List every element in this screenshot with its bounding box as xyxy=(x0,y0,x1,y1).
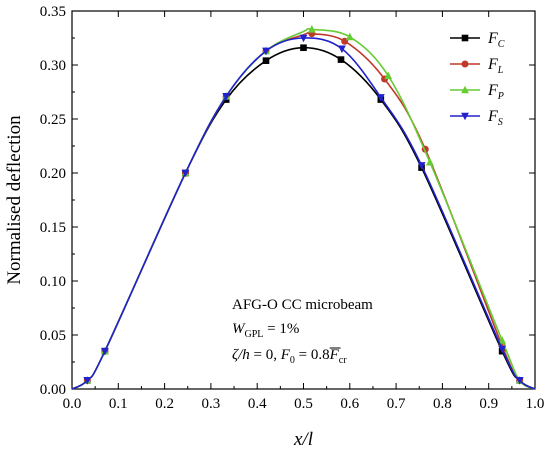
legend-marker xyxy=(461,34,469,42)
annotation-f0-sub: 0 xyxy=(290,355,295,366)
series-FS xyxy=(71,34,536,390)
series-line-FC xyxy=(71,46,536,390)
data-point-FS xyxy=(262,47,270,56)
annotation-eq: = 0.8 xyxy=(295,347,330,363)
annotation-w-rest: = 1% xyxy=(263,321,299,337)
series-FP xyxy=(71,25,536,390)
data-point-FP xyxy=(307,25,316,33)
y-tick-label: 0.15 xyxy=(40,220,66,236)
y-tick-label: 0.05 xyxy=(40,328,66,344)
y-tick-label: 0.10 xyxy=(40,274,66,290)
data-point-FS xyxy=(100,347,109,356)
data-point-FP xyxy=(345,32,354,41)
data-point-FS xyxy=(417,162,426,170)
legend-label: FC xyxy=(487,30,505,50)
data-point-FS xyxy=(338,45,346,54)
legend-item-FC: FC xyxy=(450,30,505,50)
data-point-FC xyxy=(262,57,270,64)
legend-marker xyxy=(461,85,469,94)
data-point-FS xyxy=(515,377,524,385)
data-point-FS xyxy=(376,94,385,102)
data-point-FS xyxy=(181,169,190,178)
x-tick-label: 0.7 xyxy=(387,396,406,412)
legend-label: FL xyxy=(487,56,504,76)
x-tick-label: 0.9 xyxy=(479,396,498,412)
annotation-box: AFG-O CC microbeam WGPL = 1% ζ/h = 0, F0… xyxy=(232,297,373,366)
legend-marker xyxy=(461,60,469,68)
legend-label: FP xyxy=(487,82,504,102)
x-tick-label: 0.8 xyxy=(433,396,452,412)
x-tick-label: 0.4 xyxy=(248,396,267,412)
x-tick-label: 0.0 xyxy=(63,396,82,412)
annotation-fcr: F xyxy=(329,347,340,363)
x-tick-label: 0.3 xyxy=(202,396,221,412)
annotation-zeta: ζ/h xyxy=(232,347,250,363)
series-line-FP xyxy=(71,27,536,390)
data-point-FS xyxy=(299,34,308,43)
series-FC xyxy=(71,44,536,390)
y-axis: 0.00 0.05 0.10 0.15 0.20 0.25 0.30 0.35 xyxy=(40,4,535,398)
legend-item-FS: FS xyxy=(450,108,503,128)
plot-frame xyxy=(71,10,536,390)
data-point-FS xyxy=(498,345,507,354)
annotation-f0: F xyxy=(280,347,291,363)
data-point-FS xyxy=(222,93,231,101)
legend: FC FL FP FS xyxy=(450,30,505,128)
x-tick-label: 0.6 xyxy=(340,396,359,412)
legend-label: FS xyxy=(487,108,503,128)
data-point-FP xyxy=(384,71,393,80)
y-axis-title: Normalised deflection xyxy=(4,115,25,285)
y-tick-label: 0.00 xyxy=(40,382,66,398)
x-axis: 0.0 0.1 0.2 0.3 0.4 0.5 0.6 0.7 0.8 0.9 1.0 xyxy=(63,11,545,412)
legend-marker xyxy=(461,112,469,121)
x-tick-label: 0.5 xyxy=(294,396,313,412)
y-tick-label: 0.20 xyxy=(40,166,66,182)
annotation-eq0: = 0, xyxy=(250,347,281,363)
annotation-w-sub: GPL xyxy=(245,329,264,340)
annotation-w: W xyxy=(232,321,246,337)
y-tick-label: 0.25 xyxy=(40,112,66,128)
plot-border xyxy=(71,10,536,390)
data-point-FC xyxy=(300,44,307,52)
x-tick-label: 0.1 xyxy=(109,396,128,412)
series-FL xyxy=(71,30,536,390)
annotation-line-3: ζ/h = 0, F0 = 0.8Fcr xyxy=(232,347,347,366)
x-tick-label: 0.2 xyxy=(155,396,174,412)
data-point-FP xyxy=(425,157,434,166)
annotation-fcr-sub: cr xyxy=(339,355,347,366)
data-point-FS xyxy=(83,377,92,385)
data-point-FC xyxy=(337,56,345,63)
y-tick-label: 0.30 xyxy=(40,58,66,74)
series-layer xyxy=(71,25,536,390)
data-point-FP xyxy=(498,336,507,344)
series-line-FL xyxy=(71,31,536,390)
annotation-line-1: AFG-O CC microbeam xyxy=(232,297,373,313)
annotation-line-2: WGPL = 1% xyxy=(232,321,299,340)
x-axis-title: x/l xyxy=(293,429,313,450)
legend-item-FP: FP xyxy=(450,82,504,102)
legend-item-FL: FL xyxy=(450,56,504,76)
x-tick-label: 1.0 xyxy=(526,396,545,412)
y-tick-label: 0.35 xyxy=(40,4,66,20)
